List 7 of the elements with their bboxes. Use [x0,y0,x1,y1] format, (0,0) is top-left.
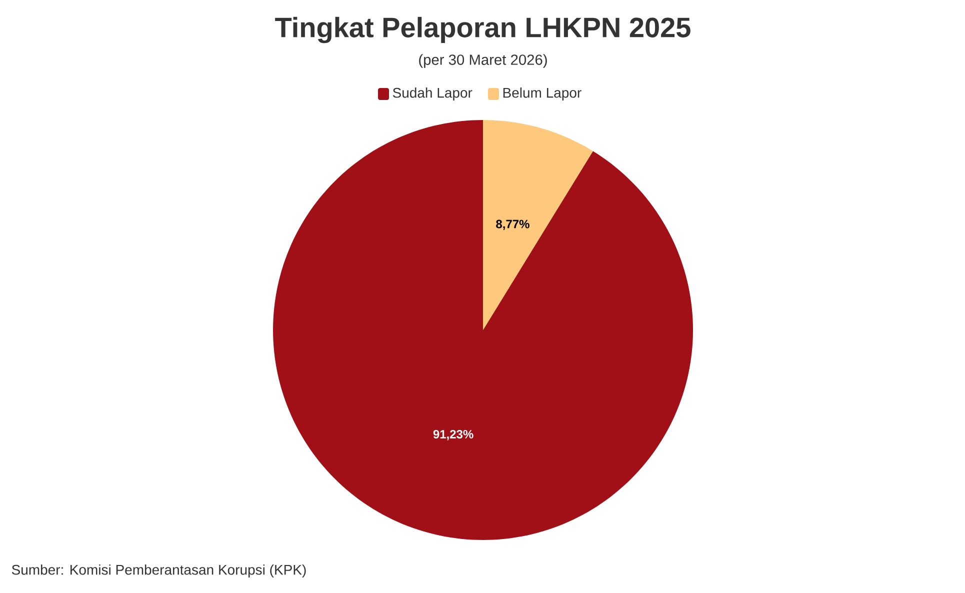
data-label: 91,23% [433,430,474,440]
text: Sumber: Komisi Pemberantasan Korupsi (KPK) [12,564,306,578]
chart-title: Tingkat Pelaporan LHKPN 2025 [275,16,690,44]
chart-subtitle: (per 30 Maret 2026) [419,54,547,68]
data-label: 8,77% [496,220,530,230]
legend-label: Sudah Lapor [392,87,472,101]
legend-label: Belum Lapor [503,87,582,101]
